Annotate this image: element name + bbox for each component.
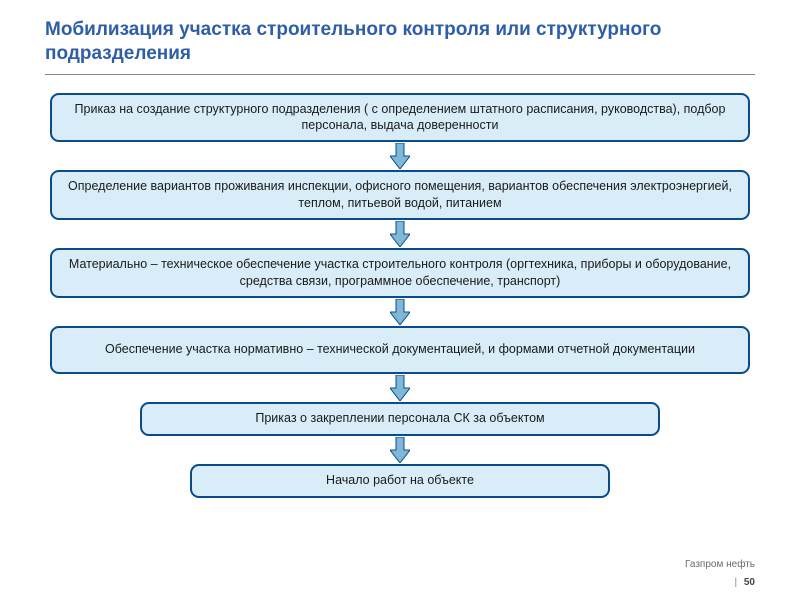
flow-box-box3: Материально – техническое обеспечение уч… [50,248,750,298]
page-title: Мобилизация участка строительного контро… [45,18,755,66]
flowchart: Приказ на создание структурного подразде… [45,93,755,498]
arrow-down-icon [390,299,410,325]
page-number: | 50 [734,577,755,588]
arrow-down-icon [390,437,410,463]
arrow-down-icon [390,143,410,169]
flow-arrow [390,374,410,402]
flow-box-box6: Начало работ на объекте [190,464,610,498]
flow-box-text: Приказ о закреплении персонала СК за объ… [255,410,544,427]
footer-company: Газпром нефть [685,559,755,570]
arrow-down-icon [390,375,410,401]
flow-arrow [390,220,410,248]
title-divider [45,74,755,75]
flow-box-text: Начало работ на объекте [326,472,474,489]
flow-box-text: Материально – техническое обеспечение уч… [66,256,734,290]
flow-box-box5: Приказ о закреплении персонала СК за объ… [140,402,660,436]
flow-arrow [390,142,410,170]
flow-arrow [390,436,410,464]
flow-box-box4: Обеспечение участка нормативно – техниче… [50,326,750,374]
page-number-value: 50 [744,577,755,588]
flow-box-text: Обеспечение участка нормативно – техниче… [105,341,695,358]
flow-arrow [390,298,410,326]
page-number-bar: | [734,577,737,588]
flow-box-text: Определение вариантов проживания инспекц… [66,178,734,212]
arrow-down-icon [390,221,410,247]
flow-box-box2: Определение вариантов проживания инспекц… [50,170,750,220]
flow-box-text: Приказ на создание структурного подразде… [66,101,734,135]
flow-box-box1: Приказ на создание структурного подразде… [50,93,750,143]
